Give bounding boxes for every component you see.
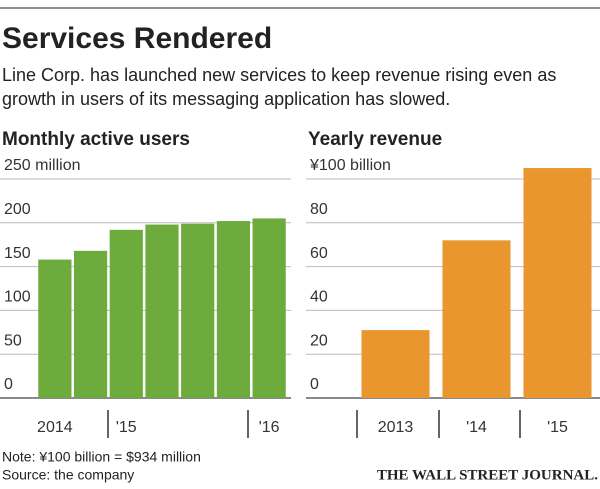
bar xyxy=(252,218,286,398)
bar xyxy=(361,330,430,398)
y-tick-label: ¥100 billion xyxy=(309,157,391,174)
bar xyxy=(38,259,72,398)
y-tick-label: 50 xyxy=(4,332,22,349)
y-tick-label: 0 xyxy=(4,376,13,393)
subtitle: growth in users of its messaging applica… xyxy=(2,89,450,109)
credit: THE WALL STREET JOURNAL. xyxy=(377,467,598,483)
y-tick-label: 100 xyxy=(4,289,31,306)
subtitle: Line Corp. has launched new services to … xyxy=(2,65,556,85)
chart-title: Monthly active users xyxy=(2,129,190,150)
note: Note: ¥100 billion = $934 million xyxy=(2,449,201,465)
bar xyxy=(145,224,179,398)
bar xyxy=(109,229,143,398)
y-tick-label: 20 xyxy=(310,332,328,349)
source: Source: the company xyxy=(2,467,134,483)
y-tick-label: 60 xyxy=(310,245,328,262)
x-tick-label: 2014 xyxy=(37,419,73,436)
x-tick-label: '16 xyxy=(259,419,280,436)
x-tick-label: '15 xyxy=(547,419,568,436)
y-tick-label: 0 xyxy=(310,376,319,393)
y-tick-label: 250 million xyxy=(4,157,80,174)
x-tick-label: '15 xyxy=(116,419,137,436)
y-tick-label: 150 xyxy=(4,245,31,262)
y-tick-label: 200 xyxy=(4,201,31,218)
bar xyxy=(523,168,592,398)
y-tick-label: 80 xyxy=(310,201,328,218)
y-tick-label: 40 xyxy=(310,289,328,306)
bar xyxy=(181,223,215,398)
chart-title: Yearly revenue xyxy=(308,129,442,150)
bar xyxy=(73,250,108,398)
title: Services Rendered xyxy=(2,22,272,55)
bar xyxy=(216,221,251,398)
x-tick-label: '14 xyxy=(466,419,487,436)
bar xyxy=(442,240,511,398)
x-tick-label: 2013 xyxy=(378,419,414,436)
x-separators xyxy=(107,410,521,438)
